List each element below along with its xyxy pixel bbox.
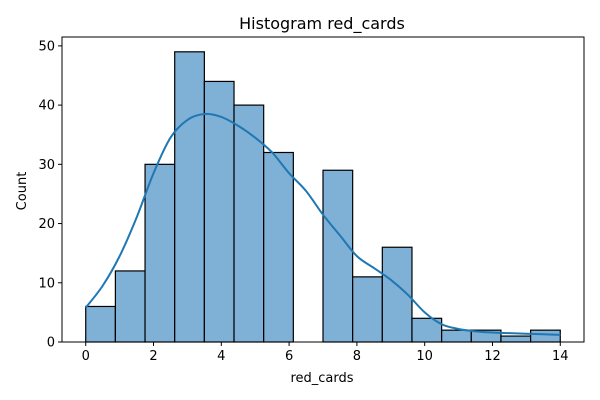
x-axis-label: red_cards <box>290 371 353 386</box>
y-tick-label: 40 <box>38 99 55 114</box>
histogram-bar <box>441 329 472 343</box>
x-tick-label: 8 <box>353 349 361 364</box>
x-tick-label: 4 <box>217 349 225 364</box>
histogram-bar <box>144 163 176 343</box>
axes-group: 0 2 4 6 8 10 12 14 0 10 20 30 40 50 <box>38 36 585 364</box>
histogram-bar <box>530 329 561 343</box>
x-tick-label: 10 <box>416 349 433 364</box>
kde-line <box>84 112 561 336</box>
histogram-bar <box>203 80 235 343</box>
bars-group <box>85 51 561 343</box>
y-tick-label: 0 <box>47 336 55 351</box>
histogram-bar <box>500 335 532 343</box>
y-axis-label: Count <box>15 172 30 211</box>
chart-title: Histogram red_cards <box>239 14 405 34</box>
histogram-bar <box>174 51 205 343</box>
x-tick-label: 12 <box>484 349 501 364</box>
histogram-bar <box>85 305 116 343</box>
histogram-bar <box>322 169 354 343</box>
x-tick-label: 14 <box>552 349 569 364</box>
histogram-bar <box>263 151 294 343</box>
x-tick-label: 6 <box>285 349 293 364</box>
y-tick-label: 10 <box>38 276 55 291</box>
y-tick-label: 50 <box>38 39 55 54</box>
histogram-bar <box>233 104 265 343</box>
plot-frame <box>61 36 585 343</box>
x-tick-label: 0 <box>82 349 90 364</box>
x-tick-label: 2 <box>149 349 157 364</box>
histogram-bar <box>114 270 146 343</box>
histogram-bar <box>352 276 383 343</box>
y-tick-label: 30 <box>38 158 55 173</box>
y-tick-label: 20 <box>38 217 55 232</box>
